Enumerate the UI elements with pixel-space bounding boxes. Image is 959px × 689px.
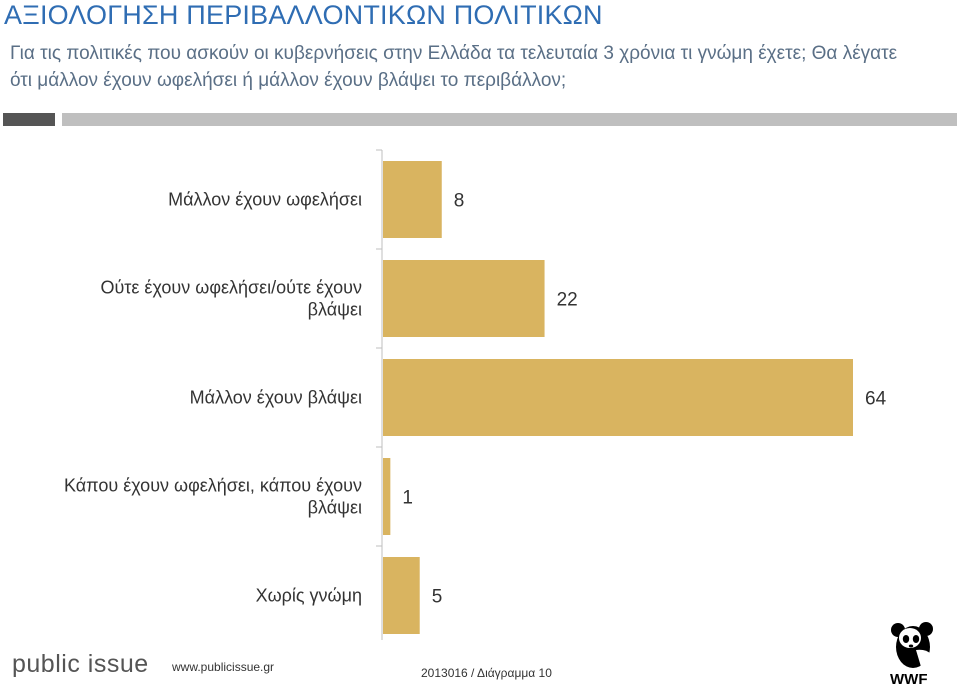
header-rule-dark — [3, 113, 55, 126]
category-label-5: Χωρίς γνώμη — [256, 586, 362, 606]
category-label-2: βλάψει — [308, 300, 362, 320]
bar-3 — [383, 359, 853, 436]
data-label-2: 22 — [557, 290, 578, 311]
data-label-3: 64 — [865, 389, 887, 410]
wwf-wordmark: WWF — [890, 671, 927, 686]
wwf-panda-logo: WWF — [890, 622, 935, 686]
page-title: ΑΞΙΟΛΟΓΗΣΗ ΠΕΡΙΒΑΛΛΟΝΤΙΚΩΝ ΠΟΛΙΤΙΚΩΝ — [4, 0, 603, 30]
public-issue-logo: public issue — [12, 650, 149, 678]
data-label-1: 8 — [454, 191, 465, 212]
header-rule-light — [62, 113, 957, 126]
footer-url: www.publicissue.gr — [172, 660, 275, 674]
bar-5 — [383, 557, 420, 634]
bar-4 — [383, 458, 391, 535]
bar-2 — [383, 260, 545, 337]
footer-reference: 2013016 / Διάγραμμα 10 — [421, 666, 552, 680]
category-label-3: Μάλλον έχουν βλάψει — [190, 388, 362, 408]
bar-chart: 8 Μάλλον έχουν ωφελήσει 22 Ούτε έχουν ωφελή… — [64, 149, 887, 640]
category-label-2: Ούτε έχουν ωφελήσει/ούτε έχουν — [100, 278, 362, 298]
data-label-5: 5 — [432, 587, 443, 608]
data-label-4: 1 — [402, 488, 413, 509]
category-label-4: βλάψει — [308, 498, 362, 518]
survey-question: Για τις πολιτικές που ασκούν οι κυβερνήσ… — [10, 43, 898, 91]
category-label-1: Μάλλον έχουν ωφελήσει — [168, 190, 362, 210]
bar-1 — [383, 161, 442, 238]
category-label-4: Κάπου έχουν ωφελήσει, κάπου έχουν — [64, 476, 362, 496]
